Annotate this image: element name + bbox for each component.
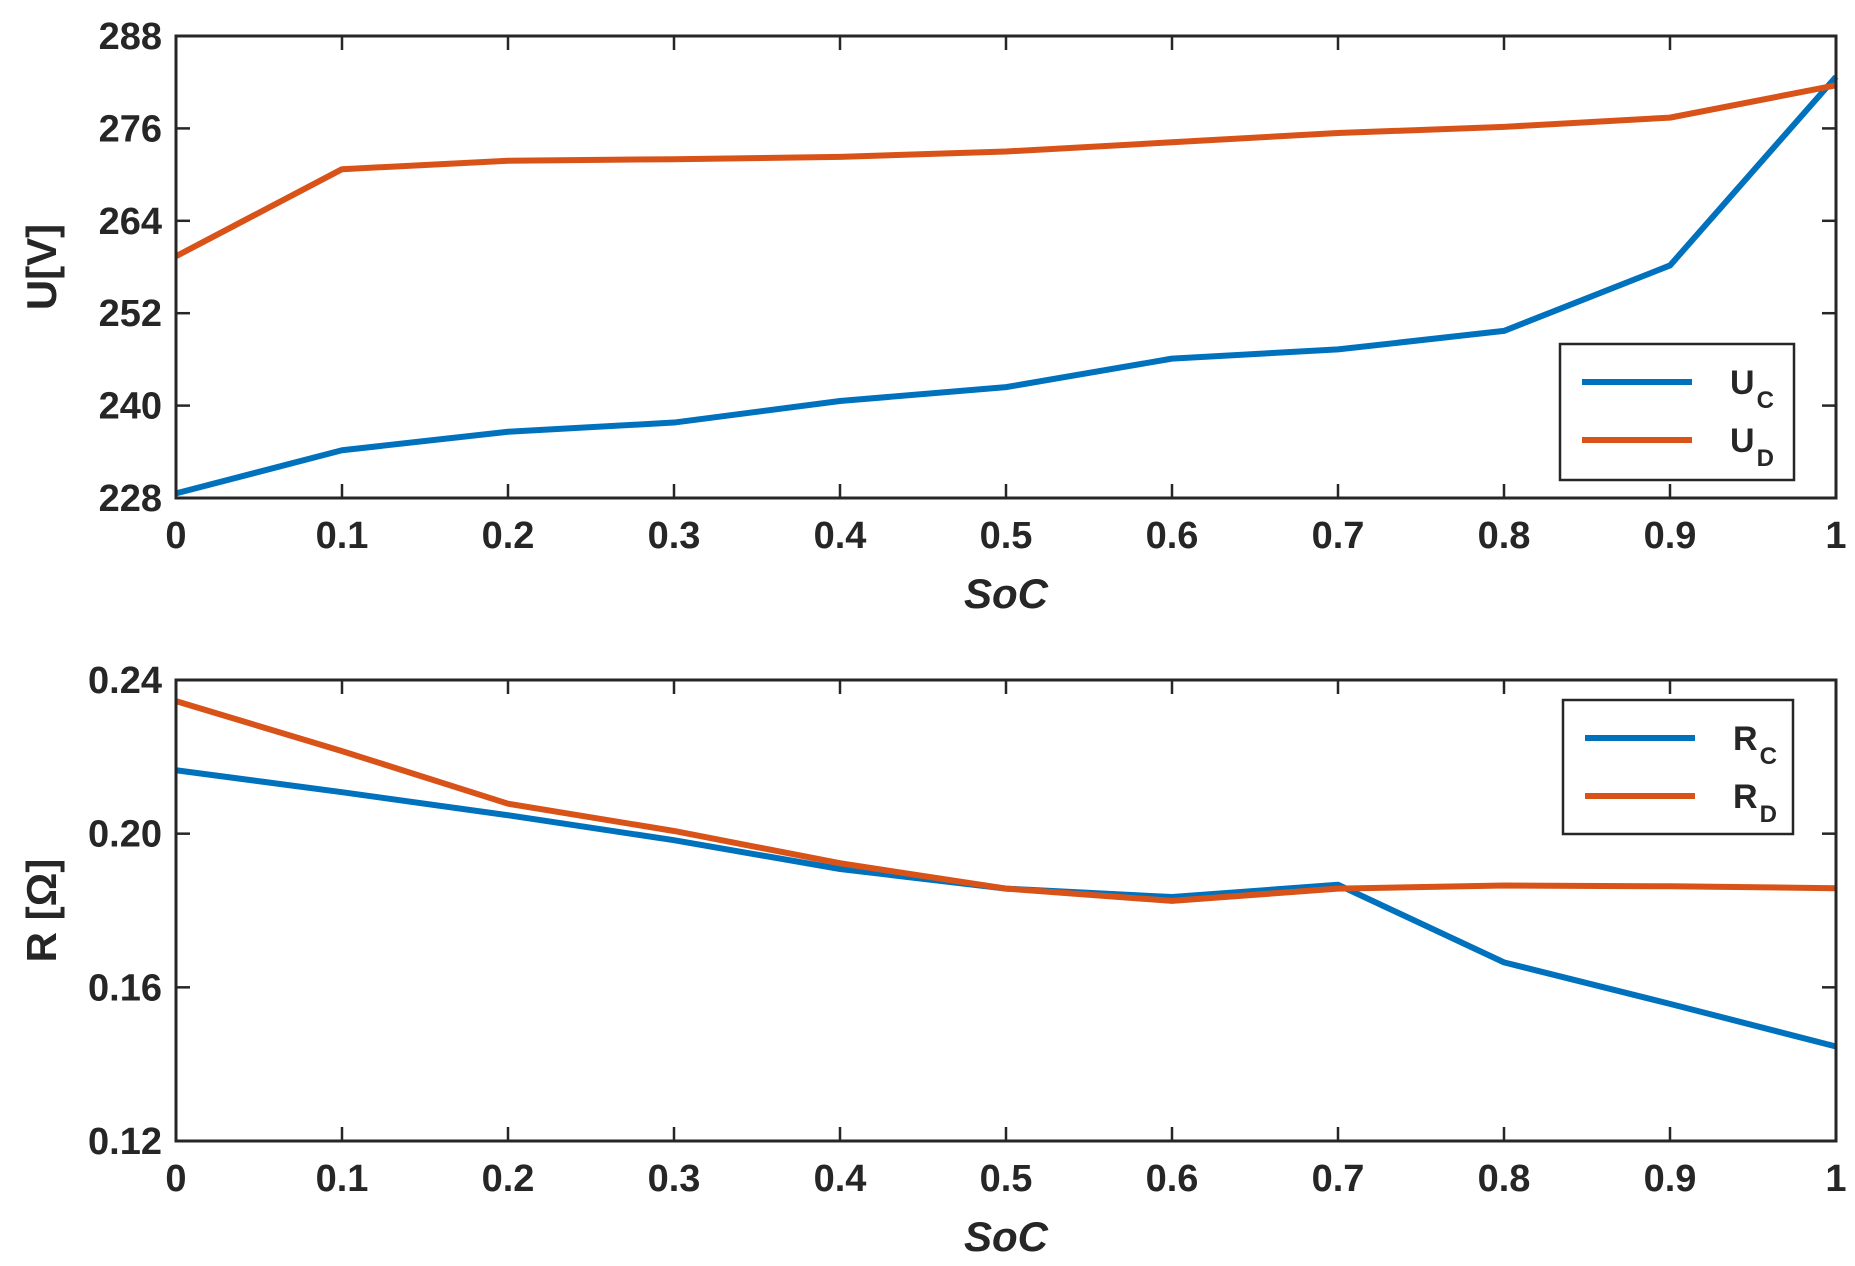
resistance-x-axis-title: SoC (964, 1213, 1049, 1260)
resistance-legend-label-sub: D (1760, 801, 1777, 828)
voltage-y-tick-label: 228 (99, 478, 162, 520)
voltage-legend-label: UC (1730, 364, 1774, 414)
voltage-legend-label: UD (1730, 422, 1774, 472)
resistance-y-tick-label: 0.12 (88, 1121, 162, 1163)
resistance-x-tick-label: 0.8 (1478, 1158, 1531, 1200)
voltage-y-tick-label: 252 (99, 293, 162, 335)
resistance-x-tick-label: 0.1 (316, 1158, 369, 1200)
resistance-x-tick-label: 0.4 (814, 1158, 867, 1200)
resistance-x-tick-label: 1 (1825, 1158, 1846, 1200)
voltage-y-axis-title: U[V] (18, 224, 65, 310)
voltage-series-group (174, 74, 1839, 497)
resistance-legend-label-main: R (1733, 720, 1758, 758)
resistance-x-tick-label: 0.9 (1644, 1158, 1697, 1200)
resistance-y-axis-title: R [Ω] (18, 859, 65, 963)
voltage-x-tick-label: 0.2 (482, 515, 535, 557)
voltage-y-tick-label: 288 (99, 16, 162, 58)
voltage-x-tick-label: 0.6 (1146, 515, 1199, 557)
resistance-x-tick-label: 0.6 (1146, 1158, 1199, 1200)
resistance-legend-label-main: R (1733, 778, 1758, 816)
voltage-y-tick-label: 240 (99, 386, 162, 428)
voltage-y-tick-label: 276 (99, 108, 162, 150)
voltage-x-tick-label: 0.7 (1312, 515, 1365, 557)
resistance-y-tick-label: 0.24 (88, 660, 162, 702)
resistance-legend-label: RC (1733, 720, 1777, 770)
voltage-x-tick-label: 1 (1825, 515, 1846, 557)
resistance-x-tick-label: 0.7 (1312, 1158, 1365, 1200)
resistance-legend-label: RD (1733, 778, 1777, 828)
voltage-legend-label-sub: D (1757, 445, 1774, 472)
resistance-x-tick-label: 0.2 (482, 1158, 535, 1200)
voltage-chart-panel: 0 0.1 0.2 0.3 0.4 0.5 0.6 0.7 0.8 0.9 1 228 240 252 26… (18, 16, 1847, 617)
voltage-y-tick-label: 264 (99, 201, 162, 243)
voltage-legend-label-main: U (1730, 422, 1755, 460)
resistance-legend-label-sub: C (1760, 743, 1777, 770)
voltage-x-tick-label: 0 (165, 515, 186, 557)
resistance-y-tick-label: 0.16 (88, 967, 162, 1009)
voltage-legend-box (1558, 342, 1796, 482)
voltage-x-axis-title: SoC (964, 570, 1049, 617)
resistance-chart-panel: 0 0.1 0.2 0.3 0.4 0.5 0.6 0.7 0.8 0.9 1 0.12 0.16 0.2… (18, 660, 1847, 1260)
voltage-x-tick-label: 0.3 (648, 515, 701, 557)
voltage-series-line-u-c (175, 74, 1839, 497)
voltage-legend-label-sub: C (1757, 387, 1774, 414)
resistance-plot-area (176, 680, 1836, 1141)
voltage-legend-label-main: U (1730, 364, 1755, 402)
voltage-series-line-u-d (174, 82, 1837, 259)
resistance-x-tick-label: 0 (165, 1158, 186, 1200)
voltage-x-tick-label: 0.5 (980, 515, 1033, 557)
resistance-y-tick-label: 0.20 (88, 814, 162, 856)
voltage-x-tick-label: 0.9 (1644, 515, 1697, 557)
resistance-series-group (175, 698, 1837, 1050)
resistance-x-tick-label: 0.5 (980, 1158, 1033, 1200)
resistance-series-line-r-d (175, 698, 1837, 904)
resistance-legend-box (1561, 698, 1795, 836)
voltage-x-tick-label: 0.4 (814, 515, 867, 557)
voltage-x-tick-label: 0.1 (316, 515, 369, 557)
voltage-x-tick-label: 0.8 (1478, 515, 1531, 557)
resistance-x-tick-label: 0.3 (648, 1158, 701, 1200)
